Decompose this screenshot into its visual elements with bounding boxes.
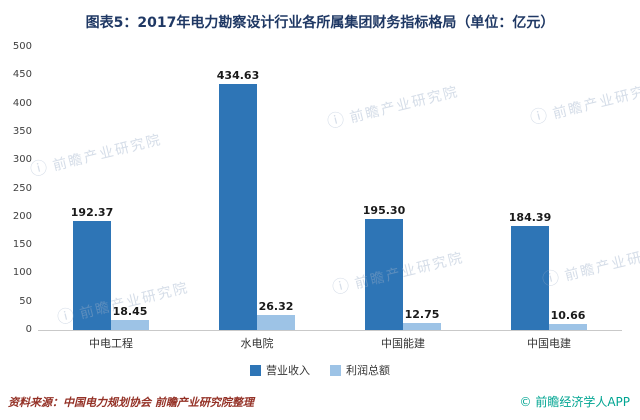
bar-column: 18.45: [111, 47, 149, 330]
bar-value-label: 12.75: [404, 307, 440, 321]
bar-value-label: 184.39: [508, 210, 552, 224]
x-axis-category-label: 中国能建: [381, 337, 425, 350]
bar-column: 192.37: [70, 47, 114, 330]
y-axis: 0 50 100 150 200 250 300 350 400 450 500: [0, 41, 32, 335]
bar-groups: 192.37 18.45 434.63 26.32 195.30 12.75 184.39 1…: [38, 47, 622, 330]
bar-营业收入: [511, 225, 549, 330]
bar-column: 26.32: [257, 47, 295, 330]
y-axis-tick-label: 450: [12, 69, 32, 81]
legend-item: 利润总额: [330, 362, 390, 378]
x-axis-category-label: 中国电建: [527, 337, 571, 350]
legend-swatch: [330, 364, 341, 376]
plot-area: 192.37 18.45 434.63 26.32 195.30 12.75 184.39 1…: [38, 47, 622, 331]
bar-column: 195.30: [362, 47, 406, 330]
bar-利润总额: [549, 323, 587, 330]
source-note: 资料来源：中国电力规划协会 前瞻产业研究院整理: [8, 396, 254, 409]
bar-group: 434.63 26.32: [184, 47, 330, 330]
x-axis-labels: 中电工程 水电院 中国能建 中国电建: [38, 335, 622, 351]
legend-label: 利润总额: [346, 364, 390, 377]
bar-利润总额: [257, 315, 295, 330]
bar-value-label: 195.30: [362, 204, 406, 218]
bar-利润总额: [111, 319, 149, 330]
y-axis-tick-label: 200: [12, 210, 32, 222]
legend-swatch: [250, 364, 261, 376]
brand-note: © 前瞻经济学人APP: [519, 395, 631, 409]
y-axis-tick-label: 150: [12, 239, 32, 251]
y-axis-tick-label: 50: [19, 295, 32, 307]
x-axis-category-label: 水电院: [240, 337, 274, 350]
y-axis-tick-label: 250: [12, 182, 32, 194]
legend: 营业收入 利润总额: [0, 362, 640, 378]
bar-营业收入: [219, 84, 257, 330]
bar-利润总额: [403, 322, 441, 330]
legend-label: 营业收入: [266, 364, 310, 377]
bar-value-label: 10.66: [550, 308, 586, 322]
y-axis-tick-label: 300: [12, 154, 32, 166]
x-axis-category-label: 中电工程: [89, 337, 133, 350]
bar-column: 12.75: [403, 47, 441, 330]
y-axis-tick-label: 100: [12, 267, 32, 279]
legend-item: 营业收入: [250, 362, 310, 378]
bar-column: 434.63: [216, 47, 260, 330]
bar-group: 184.39 10.66: [476, 47, 622, 330]
bar-value-label: 434.63: [216, 69, 260, 82]
y-axis-tick-label: 500: [12, 41, 32, 52]
y-axis-tick-label: 0: [25, 324, 32, 335]
y-axis-tick-label: 350: [12, 125, 32, 137]
bar-value-label: 26.32: [258, 300, 294, 314]
chart-title: 图表5：2017年电力勘察设计行业各所属集团财务指标格局（单位：亿元）: [85, 15, 555, 31]
y-axis-tick-label: 400: [12, 97, 32, 109]
bar-value-label: 18.45: [112, 304, 148, 318]
bar-group: 192.37 18.45: [38, 47, 184, 330]
bar-column: 10.66: [549, 47, 587, 330]
bar-column: 184.39: [508, 47, 552, 330]
bar-营业收入: [73, 221, 111, 330]
bar-group: 195.30 12.75: [330, 47, 476, 330]
bar-value-label: 192.37: [70, 206, 114, 220]
bar-营业收入: [365, 219, 403, 330]
